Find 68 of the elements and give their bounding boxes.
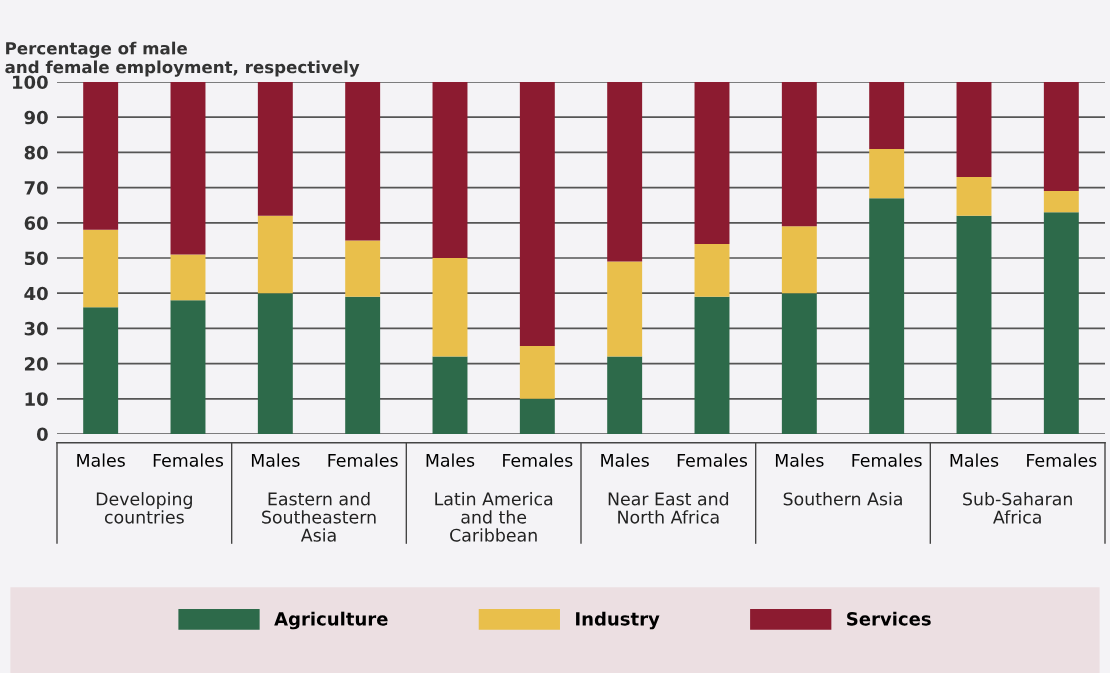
x-tick-label: Males (251, 453, 300, 467)
bar (519, 398, 555, 434)
bar (956, 215, 992, 434)
bar (869, 198, 905, 434)
text: Near East and North Africa (608, 492, 729, 524)
bar (432, 258, 468, 357)
x-tick-label: Males (77, 453, 125, 467)
text: Southern Asia (783, 492, 902, 506)
bar (257, 82, 293, 216)
y-tick-label: 10 (25, 392, 48, 406)
y-tick-label: 90 (24, 110, 48, 125)
text: Latin America and the Caribbean (435, 492, 553, 542)
bar (432, 356, 468, 434)
bar (607, 82, 643, 262)
bar (781, 293, 817, 434)
bar (694, 243, 730, 297)
text: Developing countries (96, 492, 192, 524)
bar (694, 296, 730, 434)
bar (1043, 191, 1079, 213)
text: Eastern and Southeastern Asia (262, 492, 376, 542)
bar (83, 82, 119, 230)
bar (1043, 82, 1079, 192)
bar (781, 82, 817, 227)
bar (869, 148, 905, 199)
bar (1043, 212, 1079, 434)
bar (607, 261, 643, 357)
bar (956, 177, 992, 216)
legend-label: Industry (576, 611, 660, 630)
bar (345, 240, 381, 297)
bar (781, 226, 817, 294)
legend-label: Services (847, 611, 931, 626)
y-tick-label: 30 (24, 321, 48, 336)
bar (257, 215, 293, 294)
x-tick-label: Males (426, 453, 475, 467)
y-tick-label: 0 (36, 427, 48, 442)
y-tick-label: 100 (13, 75, 48, 90)
bar (956, 82, 992, 178)
legend-label: Agriculture (274, 611, 388, 630)
x-tick-label: Males (601, 453, 649, 467)
bar (345, 296, 381, 434)
bar (83, 229, 119, 308)
bar (257, 293, 293, 434)
x-tick-label: Females (328, 453, 398, 467)
text: Sub-Saharan Africa (963, 492, 1072, 524)
x-tick-label: Females (677, 453, 748, 467)
bar (170, 254, 206, 301)
x-tick-label: Females (852, 453, 922, 467)
bar (432, 82, 468, 258)
x-tick-label: Females (1027, 453, 1097, 467)
bar (869, 82, 905, 149)
x-tick-label: Females (153, 453, 224, 467)
bar (519, 82, 555, 346)
bar (345, 82, 381, 241)
y-tick-label: 50 (24, 251, 48, 266)
y-tick-label: 70 (24, 181, 48, 195)
y-tick-label: 40 (24, 286, 48, 301)
x-tick-label: Females (503, 453, 573, 467)
y-tick-label: 60 (24, 216, 48, 230)
x-tick-label: Males (775, 453, 824, 467)
bar (519, 346, 555, 399)
x-tick-label: Males (950, 453, 999, 467)
bar (170, 82, 206, 255)
bar (607, 356, 643, 434)
bar (694, 82, 730, 244)
y-tick-label: 80 (24, 145, 48, 160)
y-tick-label: 20 (24, 357, 48, 371)
bar (170, 300, 206, 434)
bar (83, 307, 119, 434)
